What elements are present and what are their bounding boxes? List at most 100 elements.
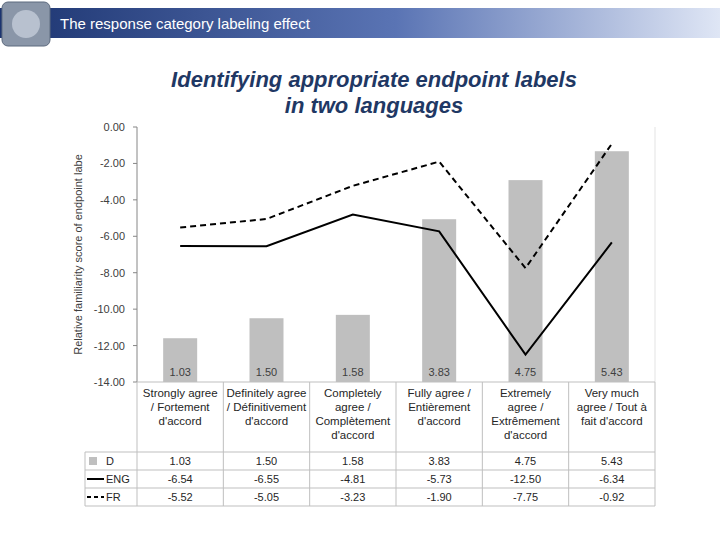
- table-line: [396, 382, 397, 506]
- category-label-line: Definitely agree: [227, 387, 307, 399]
- bar: [422, 219, 456, 382]
- y-tick: [133, 382, 137, 383]
- y-axis-line: [137, 127, 138, 382]
- table-line: [137, 382, 655, 383]
- legend-key: [87, 496, 104, 498]
- table-cell: -6.34: [599, 473, 624, 485]
- table-line: [85, 488, 655, 489]
- table-cell: 1.58: [342, 455, 363, 467]
- title-line: Identifying appropriate endpoint labels: [171, 67, 577, 92]
- data-table: Strongly agree/ Fortementd'accordDefinit…: [85, 382, 655, 506]
- header-title: The response category labeling effect: [60, 15, 311, 32]
- y-tick: [133, 163, 137, 164]
- table-cell: 1.03: [169, 455, 190, 467]
- table-line: [85, 452, 655, 453]
- category-label-line: Completely: [324, 387, 382, 399]
- data-label: 1.58: [342, 366, 363, 378]
- table-line: [85, 452, 86, 506]
- legend-label: D: [106, 455, 114, 467]
- slide: The response category labeling effect Ide…: [0, 0, 720, 540]
- table-cell: -1.90: [427, 491, 452, 503]
- table-line: [655, 382, 656, 506]
- category-label: Fully agree / Entièrement d'accord: [408, 387, 472, 427]
- line: [180, 144, 612, 268]
- data-label: 3.83: [428, 366, 449, 378]
- legend-key: [89, 457, 97, 465]
- category-label-line: fait d'accord: [581, 415, 643, 427]
- y-tick-label: -14.00: [94, 376, 125, 388]
- table-cell: -12.50: [510, 473, 541, 485]
- table-cell: 5.43: [601, 455, 622, 467]
- category-label-line: agree /: [508, 401, 545, 413]
- data-label: 1.50: [256, 366, 277, 378]
- category-label: Definitely agree / Définitivement d'accord: [227, 387, 307, 427]
- table-line: [568, 382, 569, 506]
- table-line: [85, 470, 655, 471]
- chart-title: Identifying appropriate endpoint labelsi…: [171, 67, 577, 118]
- category-label-line: Complètement: [315, 415, 391, 427]
- logo: [2, 2, 50, 46]
- category-label-line: Entièrement: [408, 401, 471, 413]
- table-cell: 4.75: [515, 455, 536, 467]
- y-tick-label: -2.00: [100, 157, 125, 169]
- table-cell: -5.73: [427, 473, 452, 485]
- data-label: 4.75: [515, 366, 536, 378]
- category-label: Strongly agree/ Fortementd'accord: [143, 387, 218, 427]
- table-cell: -6.55: [254, 473, 279, 485]
- category-label-line: d'accord: [159, 415, 202, 427]
- category-label: Extremely agree / Extrêmement d'accord: [491, 387, 560, 441]
- y-tick-label: -8.00: [100, 267, 125, 279]
- bar: [595, 151, 629, 382]
- data-label: 5.43: [601, 366, 622, 378]
- y2-axis-line: [655, 127, 656, 382]
- y-axis-label: Relative familiarity score of endpoint l…: [72, 154, 84, 355]
- legend-label: FR: [106, 491, 121, 503]
- table-cell: -5.05: [254, 491, 279, 503]
- category-label-line: Extremely: [500, 387, 551, 399]
- plot-marks: [163, 144, 629, 382]
- table-line: [309, 382, 310, 506]
- header-bar: [0, 8, 720, 38]
- table-cell: -3.23: [340, 491, 365, 503]
- y-tick-label: -4.00: [100, 194, 125, 206]
- bar: [250, 318, 284, 382]
- y-tick-label: 0.00: [104, 121, 125, 133]
- y-tick: [133, 236, 137, 237]
- category-label-line: / Fortement: [151, 401, 211, 413]
- y-tick: [133, 345, 137, 346]
- legend-label: ENG: [106, 473, 130, 485]
- category-label-line: Fully agree /: [408, 387, 472, 399]
- table-cell: 3.83: [428, 455, 449, 467]
- y-tick-label: -6.00: [100, 230, 125, 242]
- table-cell: 1.50: [256, 455, 277, 467]
- category-label-line: Very much: [585, 387, 639, 399]
- y-tick-label: -12.00: [94, 340, 125, 352]
- category-label-line: d'accord: [418, 415, 461, 427]
- category-label-line: agree /: [335, 401, 372, 413]
- table-cell: -5.52: [168, 491, 193, 503]
- category-label-line: / Définitivement: [227, 401, 307, 413]
- category-label-line: d'accord: [245, 415, 288, 427]
- table-cell: -0.92: [599, 491, 624, 503]
- category-label: Very much agree / Tout à fait d'accord: [577, 387, 648, 427]
- table-cell: -4.81: [340, 473, 365, 485]
- y-tick: [133, 199, 137, 200]
- logo-detail: [12, 10, 40, 38]
- table-line: [85, 506, 655, 507]
- category-label-line: d'accord: [504, 429, 547, 441]
- bar: [336, 315, 370, 382]
- data-label: 1.03: [169, 366, 190, 378]
- chart-svg: The response category labeling effect Ide…: [0, 0, 720, 540]
- y-tick-label: -10.00: [94, 303, 125, 315]
- y-tick: [133, 272, 137, 273]
- y-tick: [133, 127, 137, 128]
- y-tick: [133, 309, 137, 310]
- category-label-line: agree / Tout à: [577, 401, 648, 413]
- category-label-line: d'accord: [331, 429, 374, 441]
- bar: [163, 338, 197, 382]
- category-label-line: Extrêmement: [491, 415, 560, 427]
- table-line: [223, 382, 224, 506]
- legend-key: [87, 478, 104, 480]
- table-line: [482, 382, 483, 506]
- data-labels: 1.03 1.50 1.58 3.83 4.75 5.43: [169, 366, 622, 378]
